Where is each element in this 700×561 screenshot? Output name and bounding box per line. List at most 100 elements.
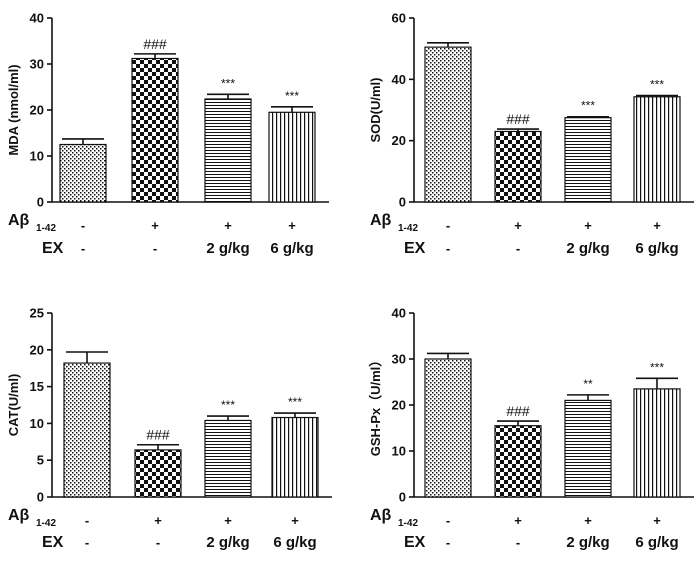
significance-label: *** — [581, 99, 595, 113]
ex-condition: - — [156, 535, 160, 550]
y-tick-label: 20 — [30, 342, 44, 357]
y-axis-label: CAT(U/ml) — [6, 374, 21, 437]
significance-label: *** — [285, 89, 299, 103]
y-tick-label: 0 — [399, 195, 406, 210]
y-tick-label: 10 — [30, 149, 44, 164]
y-axis-label: SOD(U/ml) — [368, 78, 383, 143]
y-tick-label: 5 — [37, 453, 44, 468]
bar-4 — [633, 388, 681, 498]
y-axis-label: MDA (nmol/ml) — [6, 64, 21, 155]
abeta-condition: + — [288, 218, 296, 233]
significance-label: ### — [146, 427, 170, 443]
ex-condition: 2 g/kg — [206, 534, 249, 551]
ex-row-label: EX — [404, 534, 426, 551]
y-tick-label: 40 — [392, 306, 406, 321]
ex-condition: - — [516, 535, 520, 550]
y-tick-label: 15 — [30, 379, 44, 394]
significance-label: ### — [143, 36, 167, 52]
abeta-subscript: 1-42 — [398, 223, 418, 234]
ex-condition: - — [446, 535, 450, 550]
abeta-condition: - — [81, 218, 85, 233]
abeta-condition: + — [514, 218, 522, 233]
ex-condition: - — [85, 535, 89, 550]
abeta-condition: + — [224, 513, 232, 528]
bar-3 — [564, 399, 612, 498]
bar-2 — [131, 57, 179, 203]
abeta-condition: + — [653, 513, 661, 528]
abeta-condition: + — [584, 513, 592, 528]
significance-label: *** — [650, 360, 664, 374]
abeta-condition: - — [85, 513, 89, 528]
y-tick-label: 20 — [392, 133, 406, 148]
significance-label: *** — [221, 76, 235, 90]
abeta-row-label: Aβ — [8, 212, 30, 229]
significance-label: *** — [650, 78, 664, 92]
bar-2 — [494, 425, 542, 498]
significance-label: *** — [221, 398, 235, 412]
y-tick-label: 40 — [30, 11, 44, 26]
y-tick-label: 20 — [392, 398, 406, 413]
y-tick-label: 30 — [392, 352, 406, 367]
ex-condition: - — [516, 241, 520, 256]
bar-1 — [424, 358, 472, 498]
abeta-condition: + — [514, 513, 522, 528]
significance-label: *** — [288, 395, 302, 409]
y-tick-label: 0 — [37, 195, 44, 210]
ex-condition: - — [153, 241, 157, 256]
chart-panel-1: 0 10 20 30 40 MDA (nmol/ml) ### *** *** Aβ 1-42 EX -… — [6, 11, 329, 257]
y-tick-label: 30 — [30, 57, 44, 72]
y-tick-label: 10 — [30, 416, 44, 431]
bar-4 — [268, 111, 316, 203]
y-tick-label: 40 — [392, 72, 406, 87]
y-tick-label: 60 — [392, 11, 406, 26]
y-tick-label: 10 — [392, 444, 406, 459]
ex-condition: - — [446, 241, 450, 256]
bar-1 — [59, 143, 107, 203]
y-tick-label: 0 — [399, 490, 406, 505]
significance-label: ### — [506, 403, 530, 419]
abeta-condition: + — [224, 218, 232, 233]
y-tick-label: 25 — [30, 306, 44, 321]
abeta-row-label: Aβ — [8, 507, 30, 524]
abeta-row-label: Aβ — [370, 212, 392, 229]
significance-label: ### — [506, 111, 530, 127]
y-tick-label: 0 — [37, 490, 44, 505]
ex-condition: 2 g/kg — [206, 240, 249, 257]
chart-panel-3: 0 5 10 15 20 25 CAT(U/ml) ### *** *** Aβ 1-42 EX - + + +… — [6, 306, 332, 551]
abeta-subscript: 1-42 — [36, 223, 56, 234]
ex-condition: 6 g/kg — [273, 534, 316, 551]
abeta-subscript: 1-42 — [398, 518, 418, 529]
abeta-condition: + — [291, 513, 299, 528]
abeta-condition: + — [584, 218, 592, 233]
ex-condition: 6 g/kg — [635, 240, 678, 257]
chart-panel-2: 0 20 40 60 SOD(U/ml) ### *** *** Aβ 1-42 EX - + + + - - 2… — [368, 11, 694, 257]
abeta-condition: - — [446, 513, 450, 528]
abeta-condition: + — [154, 513, 162, 528]
bar-3 — [204, 98, 252, 203]
y-tick-label: 20 — [30, 103, 44, 118]
ex-condition: 6 g/kg — [635, 534, 678, 551]
bar-1 — [424, 46, 472, 203]
bar-1 — [63, 362, 111, 498]
abeta-subscript: 1-42 — [36, 518, 56, 529]
significance-label: ** — [583, 377, 593, 391]
y-axis-label: GSH-Px（U/ml） — [368, 354, 383, 457]
bar-4 — [271, 416, 319, 498]
bar-2 — [494, 130, 542, 203]
ex-condition: 2 g/kg — [566, 534, 609, 551]
abeta-condition: + — [151, 218, 159, 233]
ex-row-label: EX — [404, 240, 426, 257]
ex-condition: 2 g/kg — [566, 240, 609, 257]
ex-condition: 6 g/kg — [270, 240, 313, 257]
bar-4 — [633, 96, 681, 203]
ex-row-label: EX — [42, 534, 64, 551]
ex-row-label: EX — [42, 240, 64, 257]
bar-3 — [204, 419, 252, 498]
bar-2 — [134, 449, 182, 498]
abeta-condition: - — [446, 218, 450, 233]
ex-condition: - — [81, 241, 85, 256]
abeta-condition: + — [653, 218, 661, 233]
abeta-row-label: Aβ — [370, 507, 392, 524]
